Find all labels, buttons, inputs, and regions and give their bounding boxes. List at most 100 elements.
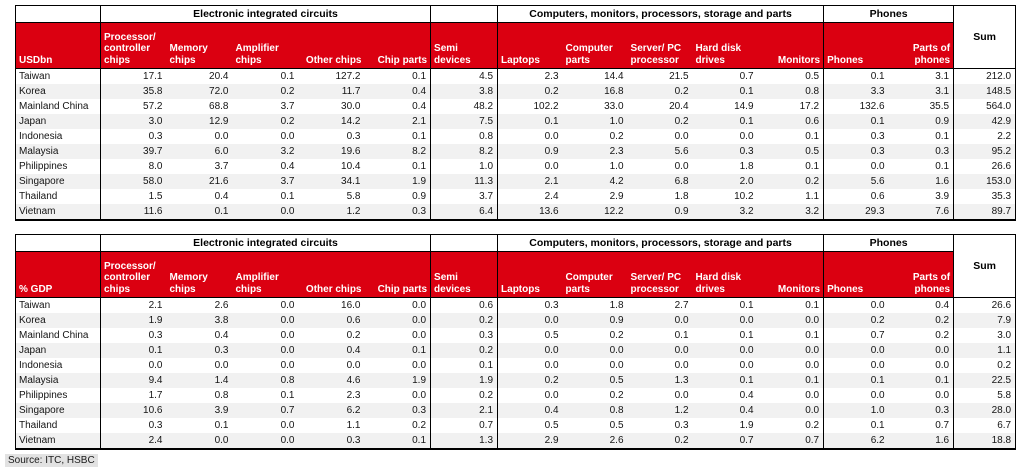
table-row: Singapore 58.0 21.6 3.7 34.1 1.9 11.3 2.1 4.2 6.8… — [15, 174, 1016, 189]
value-cell: 0.5 — [757, 68, 825, 84]
value-cell: 5.8 — [346, 191, 361, 202]
value-cell: 0.0 — [544, 390, 559, 401]
row-label: Malaysia — [15, 144, 101, 159]
value-cell: 3.9 — [214, 405, 229, 416]
value-cell: 0.0 — [739, 315, 754, 326]
column-header-other-chips: Other chips — [298, 22, 365, 69]
value-cell: 72.0 — [209, 86, 229, 97]
column-header-laptops: Laptops — [497, 251, 563, 298]
value-cell: 0.0 — [280, 131, 295, 142]
value-cell: 0.1 — [757, 328, 825, 343]
value-cell: 1.8 — [739, 161, 754, 172]
value-cell: 0.0 — [280, 300, 295, 311]
value-cell: 35.3 — [991, 191, 1012, 202]
value-cell: 0.2 — [757, 174, 825, 189]
table-row: Philippines 8.0 3.7 0.4 10.4 0.1 1.0 0.0 1.0 0.0 1… — [15, 159, 1016, 174]
value-cell: 1.1 — [757, 189, 825, 204]
value-cell: 0.1 — [757, 129, 825, 144]
value-cell: 0.2 — [430, 388, 499, 403]
value-cell: 3.2 — [280, 146, 295, 157]
value-cell: 0.1 — [430, 358, 499, 373]
row-label: Thailand — [15, 418, 101, 433]
table-row: Thailand 0.3 0.1 0.0 1.1 0.2 0.7 0.5 0.5 0.3 1.9 0.… — [15, 418, 1016, 433]
value-cell: 0.2 — [346, 330, 361, 341]
value-cell: 0.0 — [757, 388, 825, 403]
column-header-monitors: Monitors — [757, 251, 825, 298]
column-header-amplifier-chips: Amplifier chips — [232, 251, 299, 298]
value-cell: 3.0 — [148, 116, 163, 127]
value-cell: 2.3 — [346, 390, 361, 401]
column-header-semi-devices: Semi devices — [430, 251, 499, 298]
column-header-memory-chips: Memory chips — [166, 251, 233, 298]
value-cell: 0.9 — [544, 146, 559, 157]
value-cell: 0.1 — [739, 86, 754, 97]
value-cell: 4.2 — [609, 176, 624, 187]
value-cell: 153.0 — [986, 176, 1012, 187]
column-header-memory-chips: Memory chips — [166, 22, 233, 69]
value-cell: 0.0 — [280, 206, 295, 217]
column-header-parts-of-phones: Parts of phones — [888, 22, 955, 69]
value-cell: 0.2 — [430, 343, 499, 358]
value-cell: 0.0 — [609, 360, 624, 371]
value-cell: 1.6 — [888, 433, 955, 449]
value-cell: 1.3 — [674, 375, 689, 386]
table-row: Taiwan 17.1 20.4 0.1 127.2 0.1 4.5 2.3 14.4 21.5 0… — [15, 68, 1016, 84]
value-cell: 1.8 — [609, 300, 624, 311]
value-cell: 0.0 — [674, 360, 689, 371]
value-cell: 0.0 — [870, 345, 885, 356]
value-cell: 0.1 — [870, 116, 885, 127]
value-cell: 148.5 — [986, 86, 1012, 97]
value-cell: 12.2 — [604, 206, 624, 217]
value-cell: 2.7 — [674, 300, 689, 311]
usdbn-table: Electronic integrated circuits Computers,… — [15, 5, 1017, 221]
value-cell: 12.9 — [209, 116, 229, 127]
value-cell: 0.0 — [739, 360, 754, 371]
value-cell: 0.0 — [280, 330, 295, 341]
column-header-computer-parts: Computer parts — [562, 251, 628, 298]
value-cell: 0.4 — [739, 405, 754, 416]
value-cell: 0.4 — [739, 390, 754, 401]
value-cell: 3.2 — [757, 204, 825, 220]
value-cell: 0.8 — [609, 405, 624, 416]
value-cell: 2.2 — [997, 131, 1012, 142]
column-group-computers-monitors-processors-storage-and-parts: Computers, monitors, processors, storage… — [497, 5, 825, 23]
value-cell: 0.2 — [280, 86, 295, 97]
column-header-other-chips: Other chips — [298, 251, 365, 298]
row-label: Malaysia — [15, 373, 101, 388]
value-cell: 0.2 — [888, 328, 955, 343]
value-cell: 2.1 — [364, 114, 432, 129]
value-cell: 0.2 — [364, 418, 432, 433]
value-cell: 0.2 — [997, 360, 1012, 371]
value-cell: 42.9 — [991, 116, 1012, 127]
value-cell: 0.0 — [888, 343, 955, 358]
row-label: Mainland China — [15, 328, 101, 343]
value-cell: 0.0 — [214, 435, 229, 446]
value-cell: 1.7 — [148, 390, 163, 401]
value-cell: 0.1 — [280, 390, 295, 401]
value-cell: 4.6 — [346, 375, 361, 386]
value-cell: 127.2 — [335, 71, 361, 82]
value-cell: 0.7 — [739, 435, 754, 446]
sum-column-header: Sum — [953, 5, 1017, 69]
value-cell: 1.0 — [870, 405, 885, 416]
value-cell: 0.1 — [888, 129, 955, 144]
value-cell: 0.1 — [870, 420, 885, 431]
row-label: Taiwan — [15, 297, 101, 313]
value-cell: 0.6 — [430, 297, 499, 313]
column-header-chip-parts: Chip parts — [364, 251, 432, 298]
value-cell: 1.1 — [997, 345, 1012, 356]
value-cell: 28.0 — [991, 405, 1012, 416]
value-cell: 0.4 — [346, 345, 361, 356]
column-header-processor-controller-chips: Processor/ controller chips — [100, 251, 167, 298]
table-row: Singapore 10.6 3.9 0.7 6.2 0.3 2.1 0.4 0.8 1.2 0.4… — [15, 403, 1016, 418]
column-header-monitors: Monitors — [757, 22, 825, 69]
value-cell: 0.0 — [346, 360, 361, 371]
value-cell: 0.0 — [757, 403, 825, 418]
row-label: Indonesia — [15, 129, 101, 144]
value-cell: 35.5 — [888, 99, 955, 114]
value-cell: 0.0 — [544, 345, 559, 356]
column-group-spacer — [430, 234, 499, 252]
value-cell: 13.6 — [539, 206, 559, 217]
table-row: Thailand 1.5 0.4 0.1 5.8 0.9 3.7 2.4 2.9 1.8 10.2 1… — [15, 189, 1016, 204]
value-cell: 26.6 — [991, 161, 1012, 172]
